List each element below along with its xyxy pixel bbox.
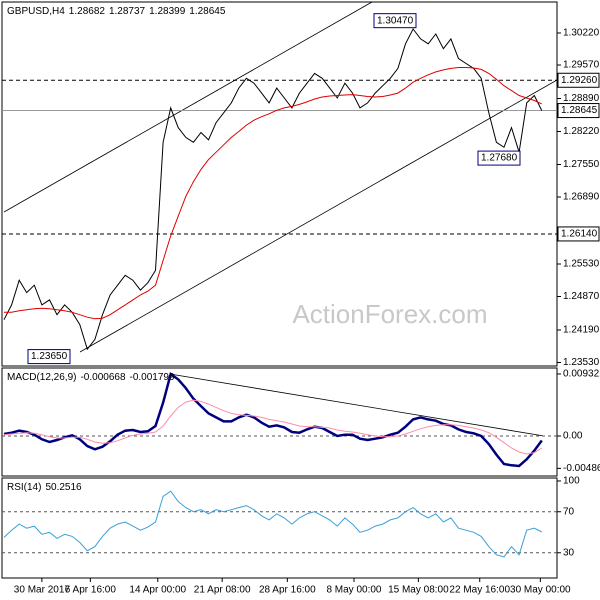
y-tick-label: 1.29570: [563, 60, 600, 71]
annotation-label: 1.30470: [377, 15, 414, 26]
annotation-box: [477, 150, 521, 166]
annotation-label: 1.27680: [481, 153, 518, 164]
x-tick-label: 8 May 00:00: [326, 585, 381, 596]
header-value: 1.28682: [69, 6, 106, 17]
panel-frame: [1, 367, 558, 477]
y-tick-label: 0.00: [563, 431, 583, 442]
header-value: -0.001799: [130, 372, 175, 383]
x-tick-label: 22 May 16:00: [449, 585, 510, 596]
series-line: [3, 28, 543, 351]
x-tick-label: 30 Mar 2017: [14, 585, 71, 596]
y-tick-label: 30: [563, 547, 575, 558]
y-tick-label: 1.28890: [563, 93, 600, 104]
header-value: 1.28645: [189, 6, 226, 17]
series-line: [4, 67, 543, 320]
x-tick-label: 14 Apr 00:00: [129, 585, 186, 596]
level-label-box: [557, 103, 600, 119]
header-value: 1.28737: [109, 6, 146, 17]
y-tick-label: 1.28220: [563, 126, 600, 137]
x-tick-label: 6 Apr 16:00: [65, 585, 117, 596]
y-tick-label: 0.009321: [563, 369, 600, 380]
y-tick-label: 1.23530: [563, 357, 600, 368]
panel-frame: [1, 477, 558, 579]
x-tick-label: 15 May 08:00: [388, 585, 449, 596]
y-tick-label: 100: [563, 476, 580, 487]
level-label: 1.28645: [561, 105, 598, 116]
header-value: -0.000668: [80, 372, 125, 383]
y-tick-label: 1.30220: [563, 28, 600, 39]
panel-frame: [1, 1, 558, 367]
y-tick-label: 1.26890: [563, 192, 600, 203]
x-tick-label: 21 Apr 08:00: [194, 585, 251, 596]
y-tick-label: 1.24870: [563, 291, 600, 302]
y-tick-label: 70: [563, 506, 575, 517]
y-tick-label: 1.25530: [563, 259, 600, 270]
series-line: [3, 399, 543, 455]
annotation-label: 1.23650: [31, 351, 68, 362]
series-line: [3, 372, 543, 468]
x-tick-label: 28 Apr 16:00: [259, 585, 316, 596]
x-tick-label: 30 May 00:00: [510, 585, 571, 596]
annotation-box: [373, 13, 417, 29]
watermark: ActionForex.com: [292, 299, 487, 329]
y-tick-label: 1.27550: [563, 159, 600, 170]
header-value: 50.2516: [45, 482, 82, 493]
level-label: 1.29260: [561, 75, 598, 86]
level-label-box: [557, 226, 600, 242]
panel-title-name: RSI(14): [7, 482, 41, 493]
y-tick-label: 1.24190: [563, 325, 600, 336]
annotation-box: [27, 349, 71, 365]
level-label: 1.26140: [561, 229, 598, 240]
channel-lower: [79, 79, 558, 353]
channel-upper: [3, 1, 373, 213]
panel-title-name: MACD(12,26,9): [7, 372, 76, 383]
series-line: [3, 490, 543, 558]
panel-title: GBPUSD,H4 1.28682 1.28737 1.28399 1.28645: [7, 6, 226, 17]
panel-title-name: GBPUSD,H4: [7, 6, 65, 17]
panel-title: MACD(12,26,9) -0.000668 -0.001799: [7, 372, 175, 383]
y-tick-label: -0.004866: [563, 463, 600, 474]
macd-trendline: [169, 373, 545, 437]
panel-title: RSI(14) 50.2516: [7, 482, 82, 493]
header-value: 1.28399: [149, 6, 186, 17]
level-label-box: [557, 72, 600, 88]
